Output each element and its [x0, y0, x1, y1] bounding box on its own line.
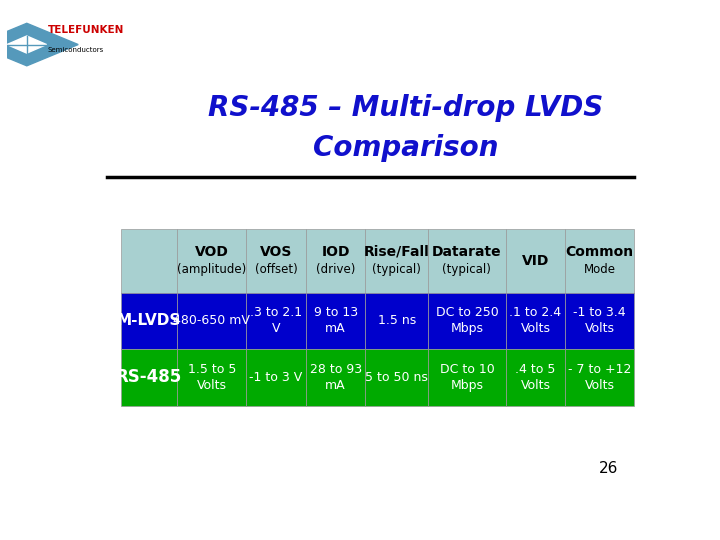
- Text: Datarate: Datarate: [432, 245, 502, 259]
- Text: 9 to 13
mA: 9 to 13 mA: [313, 306, 358, 335]
- Text: 5 to 50 ns: 5 to 50 ns: [365, 371, 428, 384]
- FancyBboxPatch shape: [246, 349, 306, 406]
- Text: -1 to 3.4
Volts: -1 to 3.4 Volts: [573, 306, 626, 335]
- Text: VOS: VOS: [260, 245, 292, 259]
- FancyBboxPatch shape: [246, 293, 306, 349]
- Text: 480-650 mV: 480-650 mV: [174, 314, 250, 327]
- Text: (amplitude): (amplitude): [177, 264, 246, 276]
- FancyBboxPatch shape: [177, 349, 246, 406]
- Text: Mode: Mode: [584, 264, 616, 276]
- Text: Common: Common: [566, 245, 634, 259]
- Text: VOD: VOD: [195, 245, 229, 259]
- Text: IOD: IOD: [321, 245, 350, 259]
- FancyBboxPatch shape: [505, 349, 565, 406]
- Text: 28 to 93
mA: 28 to 93 mA: [310, 363, 361, 392]
- FancyBboxPatch shape: [428, 229, 505, 293]
- FancyBboxPatch shape: [428, 349, 505, 406]
- Text: 26: 26: [599, 461, 618, 476]
- FancyBboxPatch shape: [121, 229, 177, 293]
- Text: .3 to 2.1
V: .3 to 2.1 V: [250, 306, 302, 335]
- FancyBboxPatch shape: [565, 293, 634, 349]
- Polygon shape: [0, 23, 78, 66]
- FancyBboxPatch shape: [366, 229, 428, 293]
- Text: M-LVDS: M-LVDS: [117, 313, 181, 328]
- FancyBboxPatch shape: [121, 349, 177, 406]
- Text: RS-485 – Multi-drop LVDS: RS-485 – Multi-drop LVDS: [207, 94, 603, 123]
- FancyBboxPatch shape: [246, 229, 306, 293]
- Text: DC to 10
Mbps: DC to 10 Mbps: [439, 363, 495, 392]
- Text: Comparison: Comparison: [312, 134, 498, 162]
- Polygon shape: [7, 36, 47, 53]
- Text: -1 to 3 V: -1 to 3 V: [249, 371, 302, 384]
- FancyBboxPatch shape: [366, 349, 428, 406]
- Text: TELEFUNKEN: TELEFUNKEN: [48, 25, 124, 35]
- FancyBboxPatch shape: [505, 229, 565, 293]
- Text: VID: VID: [522, 254, 549, 268]
- Text: .4 to 5
Volts: .4 to 5 Volts: [516, 363, 556, 392]
- Text: (drive): (drive): [316, 264, 355, 276]
- Text: RS-485: RS-485: [116, 368, 182, 387]
- FancyBboxPatch shape: [366, 293, 428, 349]
- Text: (typical): (typical): [443, 264, 491, 276]
- FancyBboxPatch shape: [565, 349, 634, 406]
- Text: Semiconductors: Semiconductors: [48, 47, 104, 53]
- Text: (typical): (typical): [372, 264, 421, 276]
- Text: (offset): (offset): [254, 264, 297, 276]
- FancyBboxPatch shape: [306, 293, 366, 349]
- Text: 1.5 ns: 1.5 ns: [378, 314, 416, 327]
- FancyBboxPatch shape: [505, 293, 565, 349]
- FancyBboxPatch shape: [177, 293, 246, 349]
- Text: DC to 250
Mbps: DC to 250 Mbps: [436, 306, 498, 335]
- Text: - 7 to +12
Volts: - 7 to +12 Volts: [568, 363, 631, 392]
- FancyBboxPatch shape: [306, 229, 366, 293]
- FancyBboxPatch shape: [121, 293, 177, 349]
- Text: .1 to 2.4
Volts: .1 to 2.4 Volts: [510, 306, 562, 335]
- Text: 1.5 to 5
Volts: 1.5 to 5 Volts: [187, 363, 236, 392]
- FancyBboxPatch shape: [177, 229, 246, 293]
- FancyBboxPatch shape: [428, 293, 505, 349]
- FancyBboxPatch shape: [306, 349, 366, 406]
- Text: Rise/Fall: Rise/Fall: [364, 245, 430, 259]
- FancyBboxPatch shape: [565, 229, 634, 293]
